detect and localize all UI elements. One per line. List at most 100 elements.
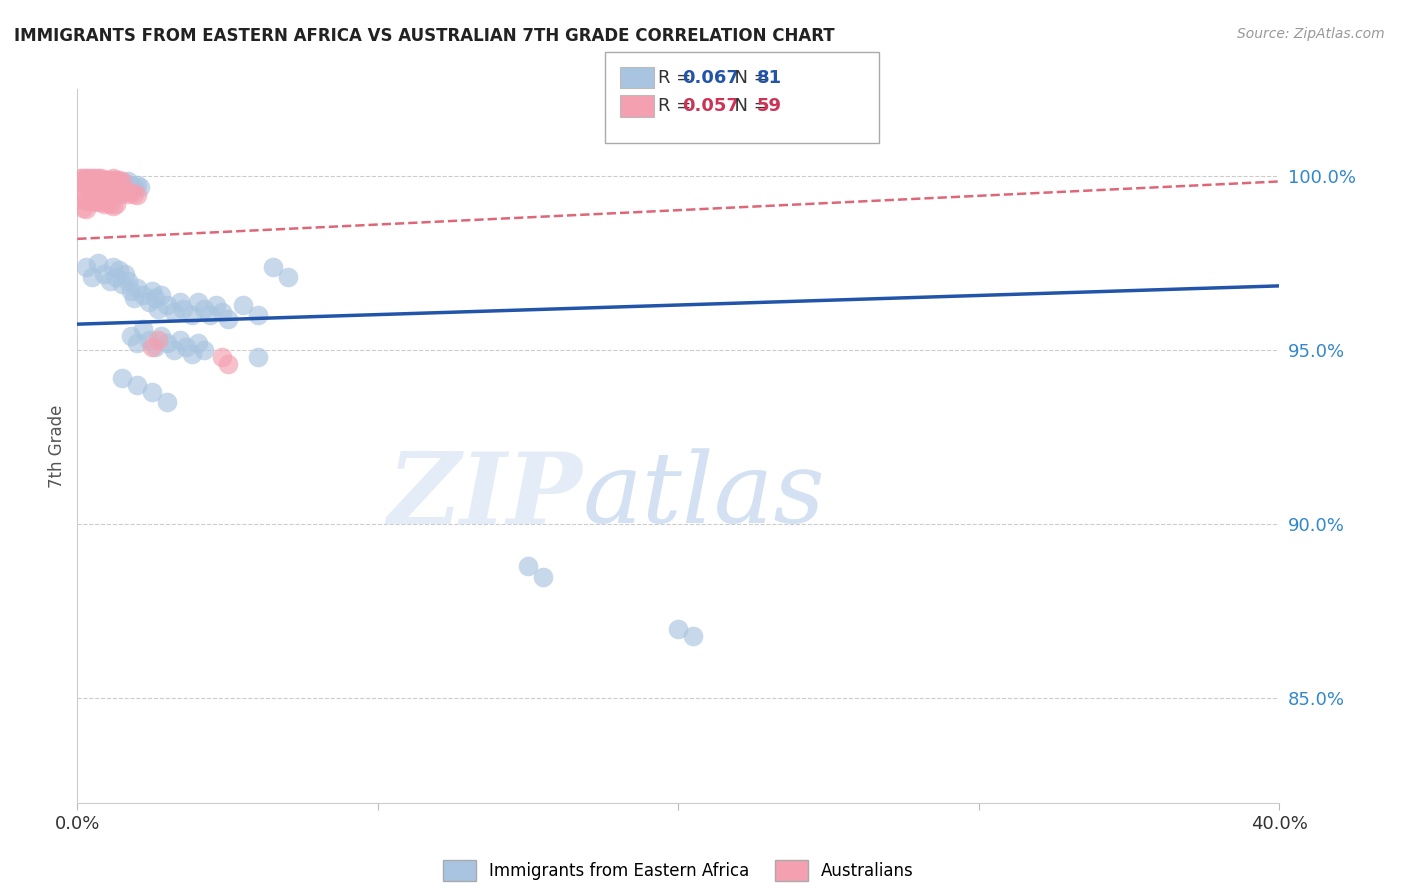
Point (145, 291, 167, 305)
Point (531, 569, 554, 583)
Point (114, 185, 136, 199)
Point (108, 263, 131, 277)
Point (84, 176, 107, 190)
Point (82, 181, 104, 195)
Point (132, 287, 155, 301)
Point (211, 305, 233, 319)
Point (127, 188, 149, 202)
Text: N =: N = (723, 69, 775, 87)
Point (75, 171, 97, 186)
Point (150, 329, 173, 343)
Point (96, 172, 118, 186)
Point (105, 197, 128, 211)
Point (93, 174, 115, 188)
Point (75, 194, 97, 208)
Point (72, 171, 94, 186)
Point (129, 179, 152, 194)
Point (246, 309, 269, 323)
Point (156, 298, 179, 312)
Text: 59: 59 (756, 97, 782, 115)
Point (90, 176, 112, 190)
Y-axis label: 7th Grade: 7th Grade (48, 404, 66, 488)
Point (186, 336, 209, 351)
Point (82, 194, 104, 208)
Point (103, 181, 125, 195)
Point (138, 294, 160, 309)
Point (174, 340, 197, 354)
Point (120, 178, 142, 192)
Point (72, 176, 94, 190)
Point (79, 192, 101, 206)
Point (120, 284, 142, 298)
Point (84, 195, 107, 210)
Point (132, 322, 155, 336)
Point (127, 280, 149, 294)
Point (148, 333, 170, 347)
Point (100, 274, 122, 288)
Point (90, 183, 112, 197)
Point (103, 199, 125, 213)
Point (72, 172, 94, 186)
Point (111, 371, 134, 385)
Point (180, 309, 202, 323)
Point (90, 178, 112, 192)
Point (82, 171, 104, 186)
Point (82, 178, 104, 192)
Point (117, 274, 139, 288)
Point (96, 185, 118, 199)
Text: atlas: atlas (582, 449, 825, 543)
Point (100, 178, 122, 192)
Point (87, 176, 110, 190)
Point (145, 340, 167, 354)
Point (82, 172, 104, 186)
Point (217, 357, 239, 371)
Point (517, 559, 540, 574)
Point (75, 202, 97, 217)
Text: 81: 81 (756, 69, 782, 87)
Point (90, 195, 112, 210)
Point (93, 197, 115, 211)
Point (114, 176, 136, 190)
Point (150, 287, 173, 301)
Point (111, 174, 134, 188)
Point (69, 176, 91, 190)
Point (96, 195, 118, 210)
Point (93, 172, 115, 186)
Point (93, 267, 115, 281)
Point (169, 333, 191, 347)
Point (141, 284, 163, 298)
Point (93, 179, 115, 194)
Point (682, 629, 704, 643)
Point (246, 350, 269, 364)
Point (262, 260, 284, 274)
Point (105, 183, 128, 197)
Point (87, 194, 110, 208)
Point (69, 171, 91, 186)
Point (103, 186, 125, 201)
Text: IMMIGRANTS FROM EASTERN AFRICA VS AUSTRALIAN 7TH GRADE CORRELATION CHART: IMMIGRANTS FROM EASTERN AFRICA VS AUSTRA… (14, 27, 835, 45)
Point (82, 270, 104, 285)
Point (108, 176, 131, 190)
Point (111, 277, 134, 292)
Point (120, 329, 142, 343)
Text: 0.057: 0.057 (682, 97, 738, 115)
Point (87, 179, 110, 194)
Point (127, 336, 149, 351)
Point (148, 301, 170, 316)
Text: 0.067: 0.067 (682, 69, 738, 87)
Point (108, 172, 131, 186)
Text: R =: R = (658, 69, 697, 87)
Point (96, 172, 118, 186)
Point (172, 301, 194, 316)
Point (156, 395, 179, 409)
Point (105, 174, 128, 188)
Point (103, 172, 125, 186)
Point (75, 260, 97, 274)
Point (75, 172, 97, 186)
Point (79, 176, 101, 190)
Point (217, 312, 239, 326)
Point (87, 256, 110, 270)
Point (105, 172, 128, 186)
Point (232, 298, 254, 312)
Point (100, 197, 122, 211)
